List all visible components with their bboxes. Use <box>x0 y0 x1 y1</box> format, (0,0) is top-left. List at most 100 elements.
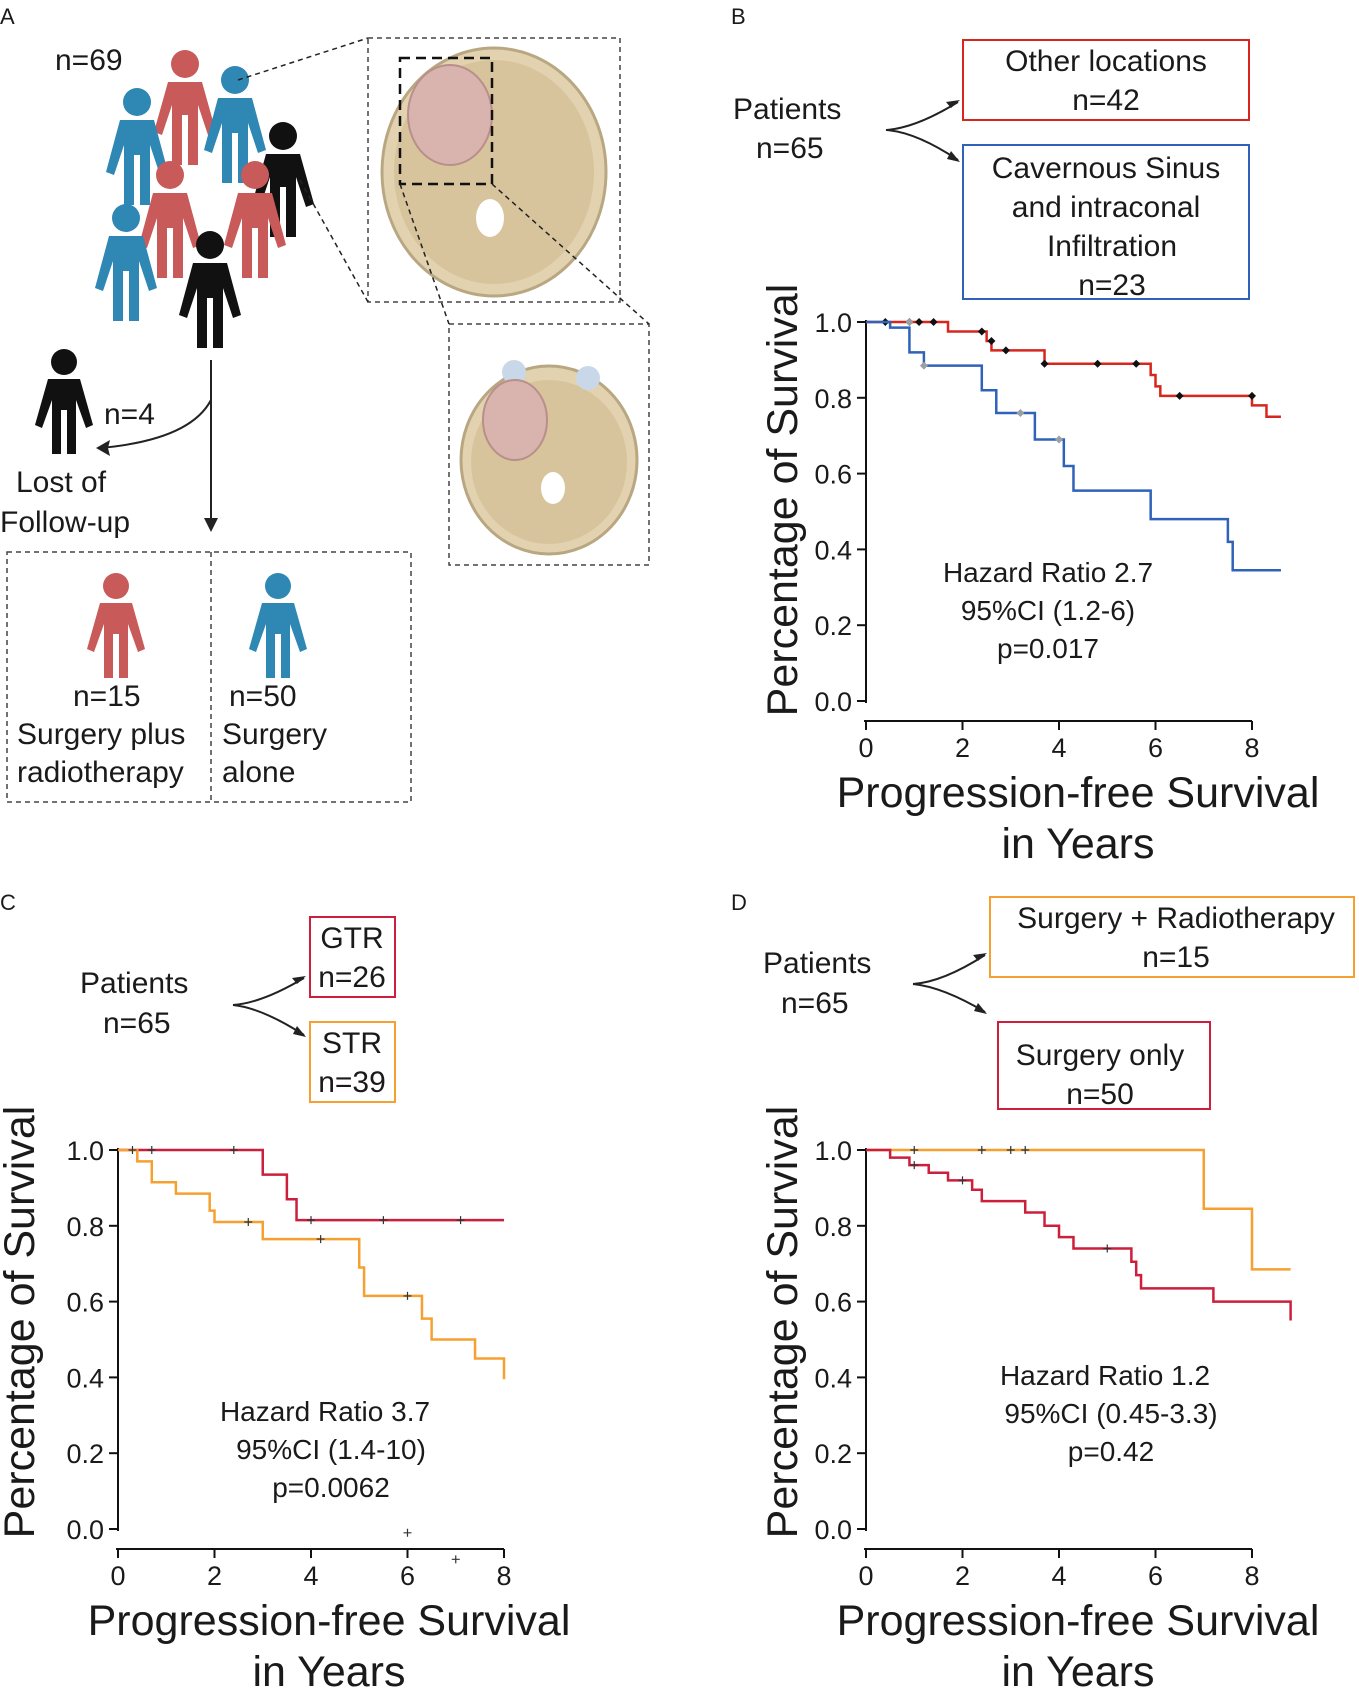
censor-mark <box>128 1146 137 1154</box>
arrow-head-left-icon <box>96 440 110 456</box>
x-tick-label: 4 <box>1051 733 1066 763</box>
skull-orbit-illustration <box>448 323 650 566</box>
gtr-count: n=26 <box>318 961 386 994</box>
y-tick-label: 0.4 <box>814 1363 852 1393</box>
panel-d: D Patients n=65 Surgery + Radiotherapy n… <box>731 890 1355 1691</box>
x-tick-label: 2 <box>955 1561 970 1591</box>
patient-crowd-icon <box>95 50 314 348</box>
y-tick-label: 0.2 <box>814 1439 852 1469</box>
branch-arrow-icon <box>293 1026 306 1037</box>
y-tick-label: 1.0 <box>66 1136 104 1166</box>
str-count: n=39 <box>318 1066 386 1099</box>
surgery-only-box <box>997 1021 1211 1110</box>
y-tick-label: 1.0 <box>814 308 852 338</box>
surgery-alone-patient-icon <box>249 573 307 678</box>
hazard-ratio-d: Hazard Ratio 1.2 <box>1000 1360 1210 1391</box>
censor-mark <box>316 1235 325 1244</box>
x-tick-label: 6 <box>400 1561 415 1591</box>
km-plot-c: 0.0 0.2 0.4 0.6 0.8 1.0 0 2 4 6 8 Percentage of Sur… <box>0 1106 570 1691</box>
x-tick-label: 4 <box>1051 1561 1066 1591</box>
surgery-only-count: n=50 <box>1066 1078 1134 1111</box>
km-curve-surgery-radiotherapy <box>866 1148 1291 1271</box>
panel-c-patients-count: n=65 <box>103 1007 171 1040</box>
groups-box <box>6 551 412 803</box>
km-curve-cavernous-sinus-and-intraconal-infiltration <box>866 320 1281 572</box>
group1-label-2: radiotherapy <box>17 756 184 789</box>
panel-d-label: D <box>731 890 747 915</box>
hazard-ratio-c: Hazard Ratio 3.7 <box>220 1396 430 1427</box>
group2-label-2: alone <box>222 756 295 789</box>
zoom-guide-lines <box>237 37 650 325</box>
censor-mark <box>929 318 938 326</box>
censor-mark <box>1021 1146 1030 1154</box>
censor-mark <box>1055 435 1063 444</box>
censor-mark <box>1016 408 1025 417</box>
cavernous-sinus-label-3: Infiltration <box>1047 230 1177 263</box>
str-box <box>309 1021 396 1103</box>
x-axis-title: Progression-free Survival <box>88 1597 571 1645</box>
branch-arrow-icon <box>974 1003 987 1014</box>
panel-c-patients: Patients <box>80 967 188 1000</box>
branch-arrow-icon <box>292 976 306 984</box>
ci-c: 95%CI (1.4-10) <box>236 1434 426 1465</box>
lost-patient-icon <box>35 349 93 454</box>
censor-mark <box>244 1218 253 1227</box>
lost-label-1: Lost of <box>16 466 107 499</box>
x-tick-label: 4 <box>303 1561 318 1591</box>
censor-mark <box>379 1216 388 1225</box>
branch-arrow-icon <box>947 151 960 162</box>
p-value-b: p=0.017 <box>997 633 1099 664</box>
surgery-radiotherapy-count: n=15 <box>1142 941 1210 974</box>
gtr-label: GTR <box>320 922 383 955</box>
lost-label-2: Follow-up <box>0 506 130 539</box>
x-tick-label: 2 <box>207 1561 222 1591</box>
other-locations-box <box>962 39 1250 121</box>
p-value-c: p=0.0062 <box>272 1472 390 1503</box>
panel-a: A n=69 <box>0 4 650 803</box>
total-count: n=69 <box>55 44 123 77</box>
x-tick-label: 2 <box>955 733 970 763</box>
censor-mark <box>229 1146 238 1154</box>
panel-c-label: C <box>0 890 16 915</box>
x-axis-title-line2: in Years <box>1001 820 1154 868</box>
y-tick-label: 0.8 <box>814 1212 852 1242</box>
group1-count: n=15 <box>73 680 141 713</box>
censor-mark <box>1006 1146 1015 1154</box>
cavernous-sinus-label-2: and intraconal <box>1012 191 1200 224</box>
panel-d-patients-count: n=65 <box>781 987 849 1020</box>
y-tick-label: 0.2 <box>66 1439 104 1469</box>
x-tick-label: 8 <box>496 1561 511 1591</box>
str-label: STR <box>322 1027 382 1060</box>
censor-mark <box>915 318 924 326</box>
x-tick-label: 8 <box>1244 1561 1259 1591</box>
ci-b: 95%CI (1.2-6) <box>961 595 1135 626</box>
panel-c: C Patients n=65 GTR n=26 STR n=39 0.0 0.2… <box>0 890 570 1691</box>
censor-mark <box>1103 1244 1112 1253</box>
lost-count: n=4 <box>104 398 155 431</box>
skull-axial-illustration <box>367 37 621 303</box>
y-tick-label: 0.0 <box>814 1515 852 1545</box>
panel-b-patients: Patients <box>733 93 841 126</box>
km-curve-surgery-only <box>866 1148 1292 1321</box>
y-tick-label: 0.6 <box>66 1288 104 1318</box>
cavernous-sinus-label-1: Cavernous Sinus <box>992 152 1220 185</box>
panel-b: B Patients n=65 Other locations n=42 Cav… <box>731 4 1319 868</box>
x-tick-label: 6 <box>1148 1561 1163 1591</box>
y-axis-title: Percentage of Survival <box>759 1106 807 1539</box>
censor-mark <box>147 1146 156 1154</box>
km-plot-d: 0.0 0.2 0.4 0.6 0.8 1.0 0 2 4 6 8 Percentage of Sur… <box>759 1106 1319 1691</box>
other-locations-label: Other locations <box>1005 45 1207 78</box>
censor-mark <box>1132 359 1141 368</box>
censor-mark <box>958 1176 967 1185</box>
cavernous-sinus-count: n=23 <box>1078 269 1146 302</box>
x-tick-label: 0 <box>858 1561 873 1591</box>
panel-d-patients: Patients <box>763 947 871 980</box>
panel-b-patients-count: n=65 <box>756 132 824 165</box>
x-tick-label: 8 <box>1244 733 1259 763</box>
censor-mark <box>987 336 996 345</box>
x-tick-label: 0 <box>110 1561 125 1591</box>
x-axis-title: Progression-free Survival <box>837 769 1320 817</box>
cavernous-sinus-box <box>962 144 1250 300</box>
censor-mark <box>1001 346 1010 355</box>
